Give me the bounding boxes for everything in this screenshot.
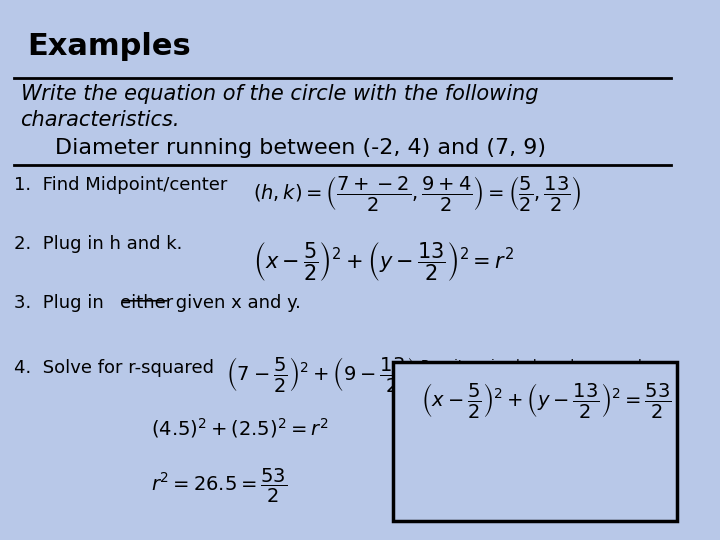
Text: $\left(x-\dfrac{5}{2}\right)^{2}+\left(y-\dfrac{13}{2}\right)^{2}=\dfrac{53}{2}$: $\left(x-\dfrac{5}{2}\right)^{2}+\left(y… — [420, 381, 671, 420]
Text: $\left(7-\dfrac{5}{2}\right)^{2}+\left(9-\dfrac{13}{2}\right)^{2}=r^{2}$: $\left(7-\dfrac{5}{2}\right)^{2}+\left(9… — [226, 355, 469, 394]
Text: $r^{2}=26.5=\dfrac{53}{2}$: $r^{2}=26.5=\dfrac{53}{2}$ — [150, 467, 287, 505]
Text: either: either — [120, 294, 173, 312]
Text: $(h,k)=\left(\dfrac{7+-2}{2},\dfrac{9+4}{2}\right)=\left(\dfrac{5}{2},\dfrac{13}: $(h,k)=\left(\dfrac{7+-2}{2},\dfrac{9+4}… — [253, 174, 582, 213]
Text: 1.  Find Midpoint/center: 1. Find Midpoint/center — [14, 176, 227, 193]
Text: 3.  Plug in: 3. Plug in — [14, 294, 109, 312]
Text: $\left(x-\dfrac{5}{2}\right)^{2}+\left(y-\dfrac{13}{2}\right)^{2}=r^{2}$: $\left(x-\dfrac{5}{2}\right)^{2}+\left(y… — [253, 240, 514, 284]
Text: Examples: Examples — [27, 32, 191, 62]
Text: 4.  Solve for r-squared: 4. Solve for r-squared — [14, 359, 214, 377]
Text: Rewrite using h, k, and r-squared: Rewrite using h, k, and r-squared — [420, 359, 642, 372]
Text: Diameter running between (-2, 4) and (7, 9): Diameter running between (-2, 4) and (7,… — [55, 138, 546, 158]
Text: given x and y.: given x and y. — [170, 294, 300, 312]
Text: 2.  Plug in h and k.: 2. Plug in h and k. — [14, 235, 182, 253]
FancyBboxPatch shape — [393, 362, 678, 521]
Text: Write the equation of the circle with the following
characteristics.: Write the equation of the circle with th… — [21, 84, 538, 130]
Text: $(4.5)^{2}+(2.5)^{2}=r^{2}$: $(4.5)^{2}+(2.5)^{2}=r^{2}$ — [150, 416, 328, 440]
